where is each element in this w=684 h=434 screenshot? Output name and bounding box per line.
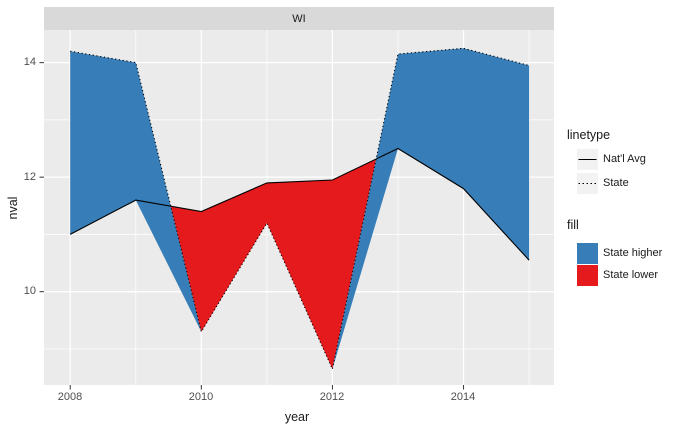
ribbon-state-lower [170,159,377,369]
legend-linetype-title: linetype [567,128,611,142]
facet-strip-label: WI [292,12,306,25]
legend: linetype Nat'l Avg State fill State high… [566,0,684,434]
y-axis-title: nval [6,196,20,220]
x-tick-label-2014: 2014 [450,391,476,403]
state-line [70,47,530,371]
legend-label-state-lower: State lower [603,269,659,281]
ribbon-state-higher-right [332,48,530,370]
legend-key-state [577,173,598,194]
legend-label-state: State [603,177,629,189]
facet-strip: WI [44,7,554,30]
ribbon-state-higher-left [70,51,202,332]
dotted-line-icon [578,183,597,184]
x-tick-label-2008: 2008 [57,391,83,403]
y-tick-label-10: 10 [23,285,36,297]
legend-label-state-higher: State higher [603,247,663,259]
legend-key-natl-avg [577,149,598,170]
legend-swatch-state-lower [577,265,598,286]
y-tick-label-14: 14 [23,56,36,68]
legend-fill-title: fill [567,218,579,232]
natl-avg-line [69,147,530,261]
x-tick-label-2010: 2010 [188,391,214,403]
legend-label-natl-avg: Nat'l Avg [603,153,646,165]
x-tick-label-2012: 2012 [319,391,345,403]
y-tick-label-12: 12 [23,171,36,183]
solid-line-icon [578,159,597,160]
x-axis-title: year [284,410,310,424]
legend-swatch-state-higher [577,243,598,264]
